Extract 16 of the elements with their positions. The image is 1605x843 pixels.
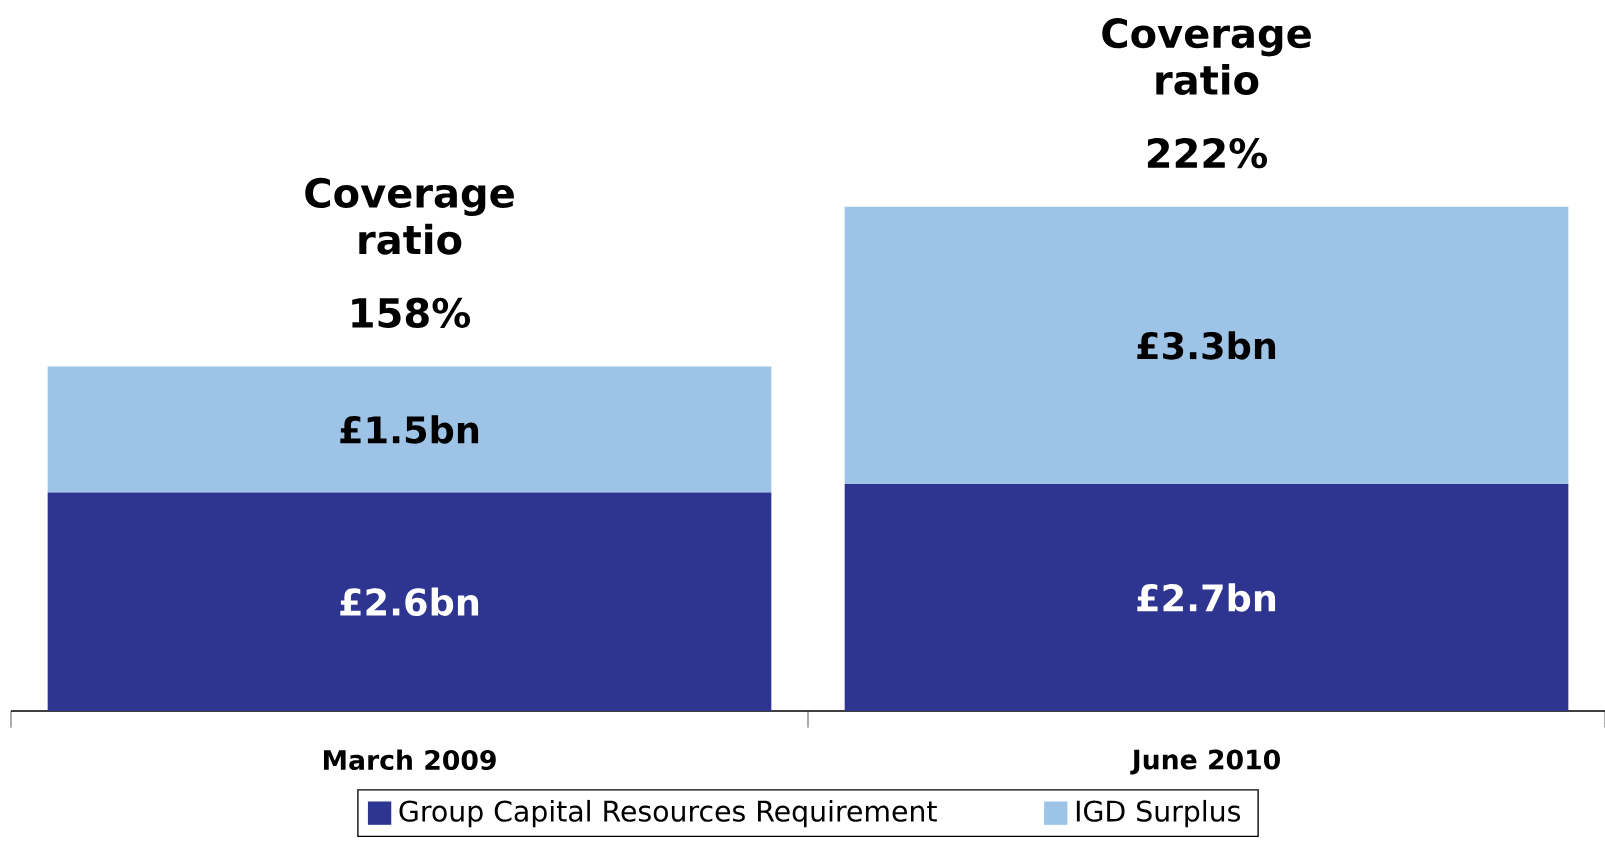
data-label: £3.3bn [1137, 331, 1276, 360]
legend-label: Group Capital Resources Requirement [399, 799, 937, 828]
x-tick-label: March 2009 [323, 749, 496, 771]
annotation: Coverage ratio [305, 177, 514, 255]
data-label: £2.7bn [1137, 583, 1276, 612]
x-tick-label: June 2010 [1130, 749, 1280, 775]
data-label: £1.5bn [340, 415, 479, 444]
bar [844, 484, 1569, 712]
bar [47, 492, 772, 712]
bar [844, 206, 1569, 485]
bar [47, 366, 772, 493]
text: 222% [1147, 138, 1268, 169]
legend-label: IGD Surplus [1076, 799, 1241, 828]
annotation: 158% [352, 297, 471, 329]
data-label: £2.6bn [340, 587, 479, 616]
text: Coverage ratio [1102, 18, 1311, 95]
